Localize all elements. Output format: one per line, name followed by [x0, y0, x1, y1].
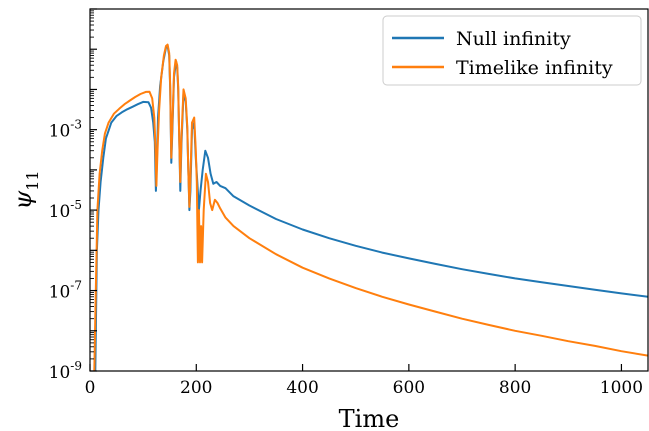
y-tick-label: 10-3	[49, 118, 82, 142]
y-tick-base: 10	[49, 202, 71, 222]
y-tick-exponent: -7	[70, 279, 82, 293]
legend-box	[382, 15, 642, 86]
series-layer	[93, 43, 648, 371]
y-tick-exponent: -3	[70, 118, 82, 132]
series-line-timelike-infinity	[93, 43, 648, 371]
x-tick-label: 200	[180, 378, 212, 398]
y-tick-base: 10	[49, 122, 71, 142]
y-tick-base: 10	[49, 363, 71, 383]
y-tick-label: 10-5	[49, 198, 82, 222]
legend-label-timelike-infinity: Timelike infinity	[456, 57, 613, 79]
x-tick-label: 0	[85, 378, 96, 398]
x-tick-label: 400	[286, 378, 318, 398]
x-axis-label: Time	[339, 405, 400, 431]
x-tick-label: 800	[499, 378, 531, 398]
y-tick-exponent: -5	[70, 198, 82, 212]
legend-label-null-infinity: Null infinity	[456, 28, 571, 50]
y-tick-base: 10	[49, 283, 71, 303]
y-axis-label-subscript: 11	[23, 170, 42, 190]
y-tick-label: 10-9	[49, 359, 82, 383]
y-axis-label-symbol: ψ	[9, 190, 37, 210]
x-tick-label: 600	[393, 378, 425, 398]
plot-frame	[89, 8, 649, 372]
y-tick-label: 10-7	[49, 279, 82, 303]
y-tick-exponent: -9	[70, 359, 82, 373]
x-tick-label: 1000	[600, 378, 643, 398]
legend: Null infinity Timelike infinity	[382, 15, 642, 86]
y-axis-label: ψ11	[9, 170, 42, 209]
